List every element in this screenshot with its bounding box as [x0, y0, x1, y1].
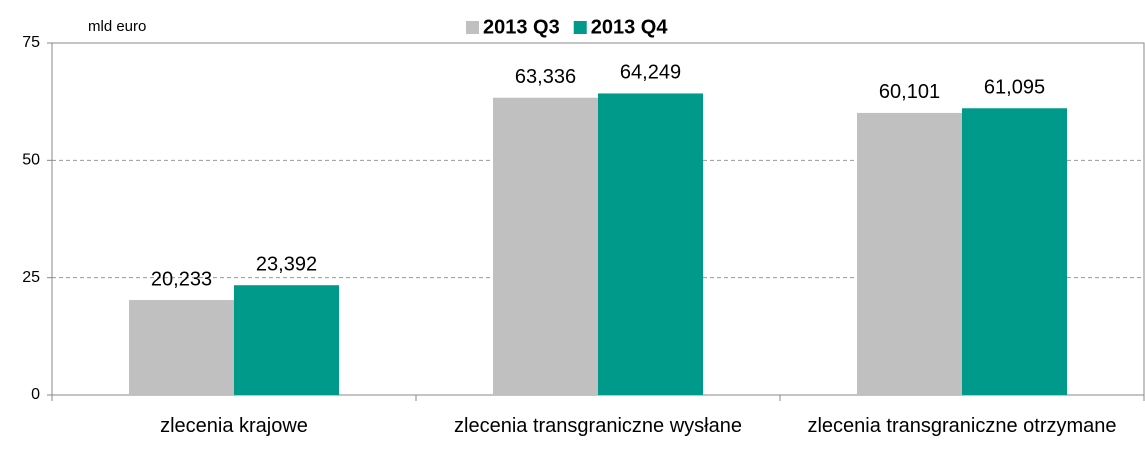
x-tick-label: zlecenia transgraniczne wysłane — [454, 415, 742, 437]
legend-label: 2013 Q3 — [483, 16, 560, 38]
bar — [234, 285, 339, 395]
x-tick-label: zlecenia krajowe — [160, 415, 308, 437]
y-tick-label: 50 — [22, 152, 40, 169]
bar — [857, 112, 962, 396]
data-label: 63,336 — [515, 66, 576, 88]
y-tick-label: 25 — [22, 269, 40, 286]
bar — [598, 93, 703, 396]
data-label: 60,101 — [879, 81, 940, 103]
y-axis-label: mld euro — [88, 18, 146, 35]
data-label: 64,249 — [620, 62, 681, 84]
y-tick-label: 75 — [22, 34, 40, 51]
data-label: 61,095 — [984, 77, 1045, 99]
bar — [493, 97, 598, 395]
bar — [962, 108, 1067, 395]
y-tick-label: 0 — [31, 386, 40, 403]
legend-label: 2013 Q4 — [591, 16, 669, 38]
x-tick-label: zlecenia transgraniczne otrzymane — [807, 415, 1117, 437]
legend-swatch — [573, 21, 587, 34]
data-label: 23,392 — [256, 253, 317, 275]
data-label: 20,233 — [151, 268, 212, 290]
legend-swatch — [466, 21, 479, 34]
bar — [129, 300, 234, 395]
